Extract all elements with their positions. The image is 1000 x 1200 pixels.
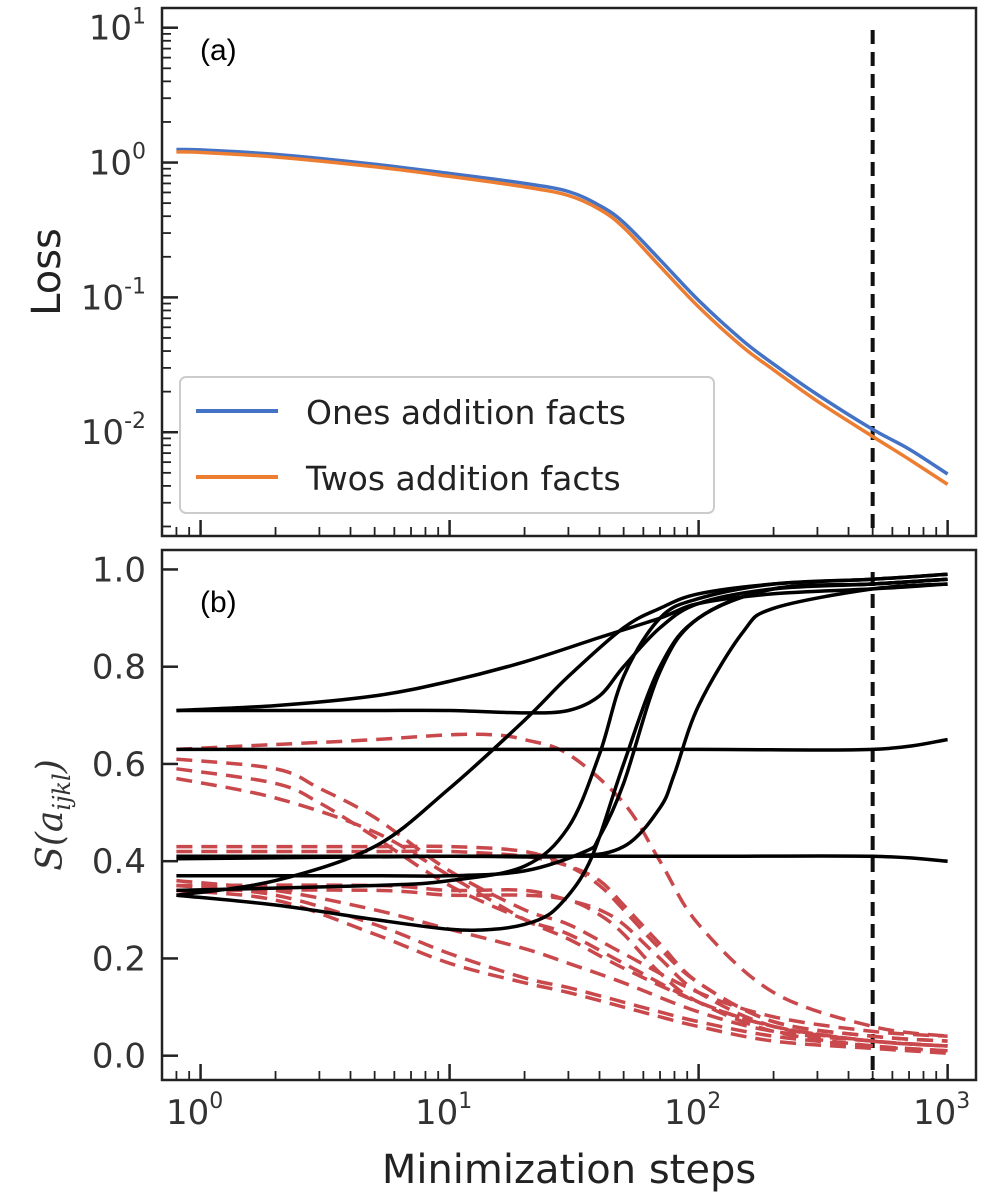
x-tick-exponent: 3 bbox=[956, 1089, 970, 1114]
legend: Ones addition facts Twos addition facts bbox=[179, 376, 715, 514]
panel-b-lines bbox=[176, 572, 948, 1056]
y-tick-exponent: -2 bbox=[124, 409, 146, 434]
x-tick-base: 10 bbox=[166, 1093, 209, 1133]
y-tick-base: 10 bbox=[89, 144, 132, 184]
series-line-solid-9 bbox=[176, 854, 948, 863]
series-line-ones bbox=[176, 147, 949, 476]
y-tick-label: 100 bbox=[89, 140, 146, 184]
x-tick-exponent: 2 bbox=[707, 1089, 721, 1114]
series-line-solid-1 bbox=[176, 582, 948, 713]
panel-b: (b) 0.00.20.40.60.81.0 100 101 102 103 S(ai… bbox=[30, 548, 978, 1193]
y-tick-base: 10 bbox=[81, 278, 124, 318]
x-tick-exponent: 1 bbox=[458, 1089, 472, 1114]
x-tick-label: 103 bbox=[913, 1089, 970, 1133]
legend-label-twos: Twos addition facts bbox=[305, 459, 621, 498]
panel-b-ylabel-sub: ijkl bbox=[48, 773, 76, 810]
panel-b-ylabel: S(aijkl) bbox=[30, 759, 76, 871]
x-tick-base: 10 bbox=[415, 1093, 458, 1133]
series-line-dashed-6 bbox=[176, 849, 948, 1043]
x-tick-base: 10 bbox=[664, 1093, 707, 1133]
series-line-dashed-11 bbox=[176, 878, 948, 1048]
y-tick-label: 10-2 bbox=[81, 409, 146, 453]
series-line-dashed-10 bbox=[176, 888, 948, 1056]
panel-a-label: (a) bbox=[200, 34, 237, 67]
y-tick-exponent: -1 bbox=[124, 274, 146, 299]
panel-b-ytick-labels: 0.0 0.2 0.4 0.6 0.8 1.0 bbox=[92, 550, 146, 1076]
y-tick-exponent: 1 bbox=[132, 5, 146, 30]
series-line-dashed-2 bbox=[176, 757, 948, 1038]
panel-b-xtick-labels: 100 101 102 103 bbox=[166, 1089, 970, 1133]
panel-b-xlabel: Minimization steps bbox=[382, 1147, 756, 1193]
panel-a-ylabel: Loss bbox=[24, 228, 70, 316]
x-tick-exponent: 0 bbox=[209, 1089, 223, 1114]
series-line-solid-4 bbox=[176, 572, 948, 893]
panel-b-label: (b) bbox=[200, 586, 237, 619]
legend-label-ones: Ones addition facts bbox=[306, 393, 626, 432]
x-tick-label: 102 bbox=[664, 1089, 721, 1133]
series-line-dashed-4 bbox=[176, 776, 948, 1048]
panel-b-ylabel-close: ) bbox=[30, 759, 71, 774]
y-tick-label: 0.6 bbox=[92, 745, 146, 785]
y-tick-label: 10-1 bbox=[81, 274, 146, 318]
series-line-dashed-7 bbox=[176, 883, 948, 1048]
series-line-solid-8 bbox=[176, 737, 948, 752]
x-tick-label: 101 bbox=[415, 1089, 472, 1133]
panel-a-ticks bbox=[161, 26, 949, 536]
y-tick-label: 101 bbox=[89, 5, 146, 49]
panel-a-lines bbox=[176, 147, 949, 486]
panel-b-frame bbox=[160, 548, 978, 1082]
x-tick-label: 100 bbox=[166, 1089, 223, 1133]
y-tick-label: 0.0 bbox=[92, 1037, 146, 1077]
series-line-dashed-9 bbox=[176, 883, 948, 1053]
series-line-dashed-1 bbox=[176, 732, 948, 1038]
y-tick-label: 1.0 bbox=[92, 550, 146, 590]
panel-b-ylabel-main: S(a bbox=[30, 811, 71, 871]
x-tick-base: 10 bbox=[913, 1093, 956, 1133]
y-tick-label: 0.8 bbox=[92, 648, 146, 688]
series-line-dashed-5 bbox=[176, 844, 948, 1043]
panel-b-ticks bbox=[161, 568, 949, 1080]
y-tick-base: 10 bbox=[81, 413, 124, 453]
series-line-twos bbox=[176, 150, 949, 486]
y-tick-label: 0.4 bbox=[92, 842, 146, 882]
legend-box bbox=[179, 376, 715, 514]
y-tick-base: 10 bbox=[89, 9, 132, 49]
series-line-solid-7 bbox=[176, 577, 948, 932]
y-tick-exponent: 0 bbox=[132, 140, 146, 165]
y-tick-label: 0.2 bbox=[92, 939, 146, 979]
